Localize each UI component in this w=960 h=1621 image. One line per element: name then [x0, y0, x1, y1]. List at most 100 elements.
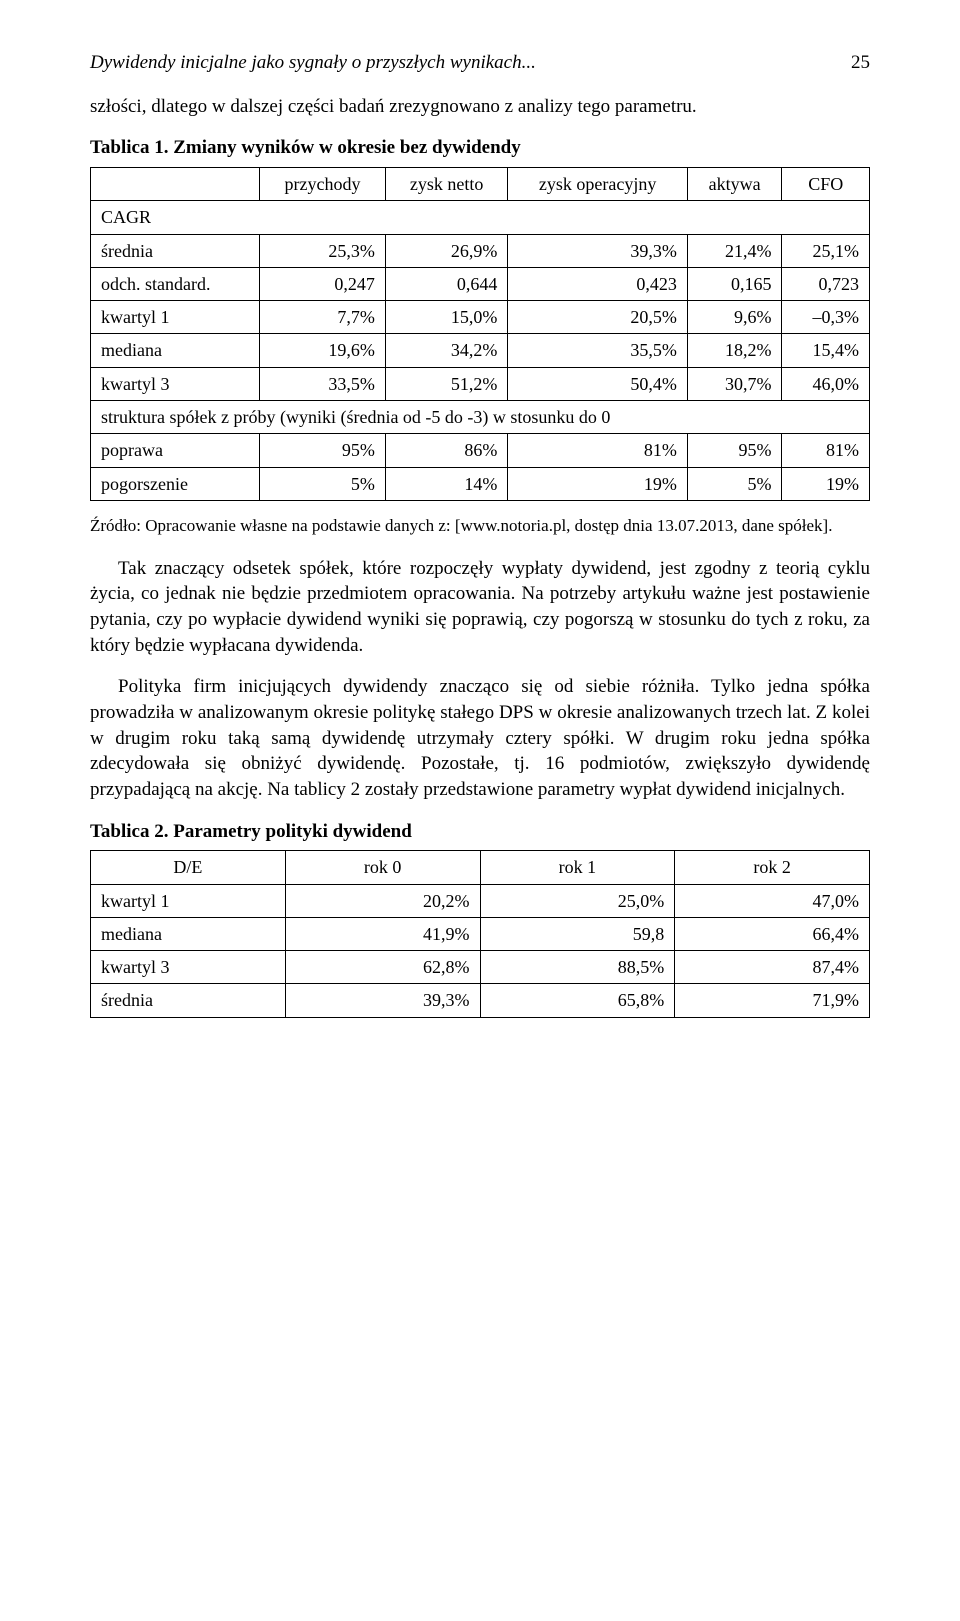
table-cell: średnia — [91, 234, 260, 267]
table-cell: 59,8 — [480, 917, 675, 950]
table-cell: 21,4% — [687, 234, 782, 267]
table-cell: poprawa — [91, 434, 260, 467]
table-header: rok 1 — [480, 851, 675, 884]
table-1: przychody zysk netto zysk operacyjny akt… — [90, 167, 870, 501]
table-row: mediana 19,6% 34,2% 35,5% 18,2% 15,4% — [91, 334, 870, 367]
table-cell: 19% — [508, 467, 688, 500]
table-cell: 0,644 — [385, 267, 508, 300]
table-cell: 62,8% — [285, 951, 480, 984]
table-cell: 0,165 — [687, 267, 782, 300]
table-row: przychody zysk netto zysk operacyjny akt… — [91, 167, 870, 200]
table-cell: 5% — [260, 467, 386, 500]
header-title: Dywidendy inicjalne jako sygnały o przys… — [90, 50, 536, 76]
table-row: D/E rok 0 rok 1 rok 2 — [91, 851, 870, 884]
table-2: D/E rok 0 rok 1 rok 2 kwartyl 1 20,2% 25… — [90, 850, 870, 1017]
table-cell: 26,9% — [385, 234, 508, 267]
table-row: średnia 39,3% 65,8% 71,9% — [91, 984, 870, 1017]
table-cell: 34,2% — [385, 334, 508, 367]
table-cell: 19,6% — [260, 334, 386, 367]
table-cell: 95% — [687, 434, 782, 467]
table-cell: 25,0% — [480, 884, 675, 917]
table-cell: odch. standard. — [91, 267, 260, 300]
table-cell: 71,9% — [675, 984, 870, 1017]
table-1-caption-label: Tablica 1. — [90, 137, 169, 158]
table-cell: 5% — [687, 467, 782, 500]
table-header: rok 0 — [285, 851, 480, 884]
table-cell: 41,9% — [285, 917, 480, 950]
table-cell: 19% — [782, 467, 870, 500]
table-1-caption-title: Zmiany wyników w okresie bez dywidendy — [173, 137, 521, 158]
table-row: mediana 41,9% 59,8 66,4% — [91, 917, 870, 950]
table-cell: CAGR — [91, 201, 870, 234]
page-number: 25 — [851, 50, 870, 76]
table-cell: kwartyl 1 — [91, 884, 286, 917]
table-row: kwartyl 3 33,5% 51,2% 50,4% 30,7% 46,0% — [91, 367, 870, 400]
table-cell: 51,2% — [385, 367, 508, 400]
table-cell: średnia — [91, 984, 286, 1017]
table-header: przychody — [260, 167, 386, 200]
table-cell: 65,8% — [480, 984, 675, 1017]
table-row: poprawa 95% 86% 81% 95% 81% — [91, 434, 870, 467]
table-row: struktura spółek z próby (wyniki (średni… — [91, 401, 870, 434]
table-header: aktywa — [687, 167, 782, 200]
table-cell: 0,247 — [260, 267, 386, 300]
table-cell: 0,423 — [508, 267, 688, 300]
table-cell: 20,2% — [285, 884, 480, 917]
table-cell: 20,5% — [508, 301, 688, 334]
table-cell: pogorszenie — [91, 467, 260, 500]
intro-paragraph: szłości, dlatego w dalszej części badań … — [90, 94, 870, 120]
table-cell: 86% — [385, 434, 508, 467]
table-header: D/E — [91, 851, 286, 884]
table-cell: 66,4% — [675, 917, 870, 950]
table-cell: mediana — [91, 334, 260, 367]
table-row: kwartyl 1 7,7% 15,0% 20,5% 9,6% –0,3% — [91, 301, 870, 334]
table-cell: 33,5% — [260, 367, 386, 400]
table-cell: kwartyl 1 — [91, 301, 260, 334]
table-cell: 15,0% — [385, 301, 508, 334]
table-cell: 7,7% — [260, 301, 386, 334]
table-cell: kwartyl 3 — [91, 367, 260, 400]
table-row: kwartyl 1 20,2% 25,0% 47,0% — [91, 884, 870, 917]
body-paragraph: Tak znaczący odsetek spółek, które rozpo… — [90, 556, 870, 659]
table-1-source: Źródło: Opracowanie własne na podstawie … — [90, 515, 870, 538]
table-row: odch. standard. 0,247 0,644 0,423 0,165 … — [91, 267, 870, 300]
table-cell: 39,3% — [508, 234, 688, 267]
body-paragraph: Polityka firm inicjujących dywidendy zna… — [90, 674, 870, 802]
table-1-caption: Tablica 1. Zmiany wyników w okresie bez … — [90, 135, 870, 161]
table-cell: 15,4% — [782, 334, 870, 367]
table-cell: 25,1% — [782, 234, 870, 267]
table-cell: 9,6% — [687, 301, 782, 334]
table-cell: 35,5% — [508, 334, 688, 367]
table-cell: kwartyl 3 — [91, 951, 286, 984]
table-cell: 46,0% — [782, 367, 870, 400]
table-cell: 50,4% — [508, 367, 688, 400]
table-row: kwartyl 3 62,8% 88,5% 87,4% — [91, 951, 870, 984]
table-header: CFO — [782, 167, 870, 200]
table-cell: 47,0% — [675, 884, 870, 917]
table-cell: 18,2% — [687, 334, 782, 367]
table-cell: 81% — [508, 434, 688, 467]
table-cell: 14% — [385, 467, 508, 500]
running-header: Dywidendy inicjalne jako sygnały o przys… — [90, 50, 870, 76]
table-row: średnia 25,3% 26,9% 39,3% 21,4% 25,1% — [91, 234, 870, 267]
table-header: zysk netto — [385, 167, 508, 200]
table-header: zysk operacyjny — [508, 167, 688, 200]
table-section-label: struktura spółek z próby (wyniki (średni… — [91, 401, 870, 434]
table-cell: 25,3% — [260, 234, 386, 267]
table-cell: 88,5% — [480, 951, 675, 984]
table-cell: –0,3% — [782, 301, 870, 334]
table-2-caption-label: Tablica 2. — [90, 821, 169, 842]
table-row: pogorszenie 5% 14% 19% 5% 19% — [91, 467, 870, 500]
table-cell: 39,3% — [285, 984, 480, 1017]
table-header — [91, 167, 260, 200]
table-cell: mediana — [91, 917, 286, 950]
table-cell: 81% — [782, 434, 870, 467]
table-cell: 0,723 — [782, 267, 870, 300]
table-cell: 30,7% — [687, 367, 782, 400]
table-2-caption-title: Parametry polityki dywidend — [173, 821, 412, 842]
table-header: rok 2 — [675, 851, 870, 884]
table-2-caption: Tablica 2. Parametry polityki dywidend — [90, 819, 870, 845]
table-row: CAGR — [91, 201, 870, 234]
table-cell: 95% — [260, 434, 386, 467]
table-cell: 87,4% — [675, 951, 870, 984]
